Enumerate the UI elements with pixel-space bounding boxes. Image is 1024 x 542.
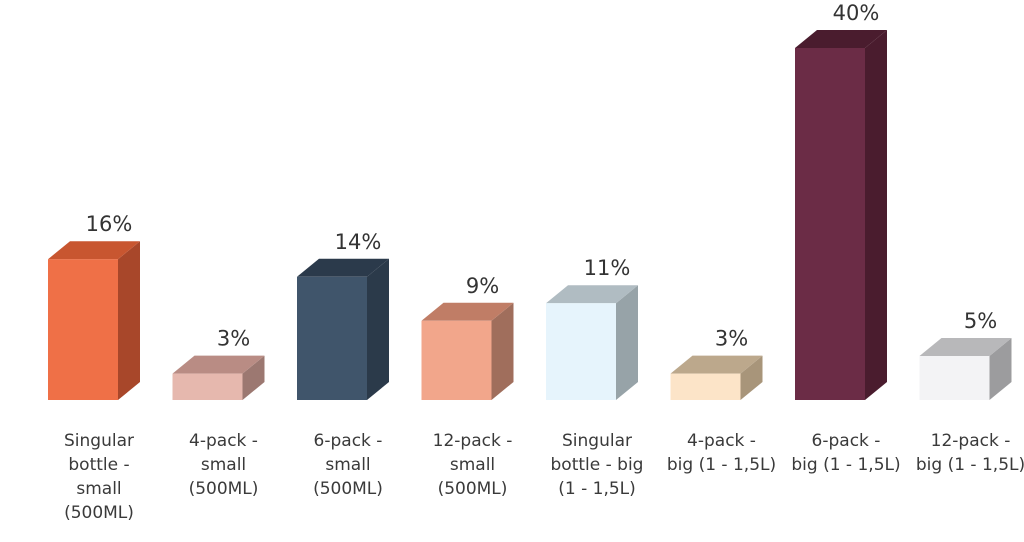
category-tick-label-line: (1 - 1,5L) — [558, 479, 636, 499]
category-tick-label: Singular bottle - big (1 - 1,5L) — [551, 431, 644, 499]
category-tick-label-line: (500ML) — [64, 503, 134, 523]
category-tick-label: 6-pack - small (500ML) — [313, 431, 383, 499]
bar — [48, 259, 118, 400]
bar-side-face — [989, 338, 1012, 400]
category-tick-label-line: small — [450, 455, 495, 475]
category-tick-label-line: bottle - big — [551, 455, 644, 475]
bar-side-face — [367, 258, 389, 400]
bar-side-face — [118, 241, 140, 400]
data-label: 5% — [964, 309, 997, 333]
bar-side-face — [616, 285, 638, 400]
bar — [172, 373, 243, 400]
category-tick-label-line: 6-pack - — [314, 431, 383, 451]
category-tick-label-line: Singular — [562, 431, 632, 451]
bar-side-face — [242, 355, 265, 400]
category-tick-label-line: small — [325, 455, 370, 475]
bar — [421, 320, 492, 400]
bar-side-face — [491, 302, 514, 400]
bar — [919, 356, 990, 400]
category-tick-label-line: small — [201, 455, 246, 475]
category-tick-label-line: (500ML) — [189, 479, 259, 499]
category-tick-label-line: (500ML) — [313, 479, 383, 499]
bar — [297, 276, 367, 400]
bar-group: 14% 6-pack - small (500ML) — [297, 230, 389, 499]
category-tick-label-line: big (1 - 1,5L) — [667, 455, 776, 475]
bar-group: 3% 4-pack - small (500ML) — [172, 327, 265, 499]
category-tick-label-line: 12-pack - — [433, 431, 513, 451]
category-tick-label-line: 4-pack - — [189, 431, 258, 451]
bar-top-face — [48, 241, 140, 260]
bar — [546, 303, 616, 400]
bar-top-face — [546, 285, 638, 304]
category-tick-label: Singular bottle - small (500ML) — [64, 431, 134, 523]
data-label: 16% — [86, 212, 133, 236]
bar-top-face — [421, 302, 514, 321]
category-tick-label-line: big (1 - 1,5L) — [916, 455, 1024, 475]
category-tick-label-line: bottle - — [68, 455, 129, 475]
category-tick-label: 12-pack - big (1 - 1,5L) — [916, 431, 1024, 475]
bar-top-face — [919, 338, 1012, 356]
category-tick-label-line: 12-pack - — [931, 431, 1011, 451]
bar-side-face — [740, 355, 763, 400]
bar — [795, 48, 865, 400]
data-label: 14% — [335, 230, 382, 254]
category-tick-label-line: (500ML) — [438, 479, 508, 499]
category-tick-label: 12-pack - small (500ML) — [433, 431, 513, 499]
bar-group: 40% 6-pack - big (1 - 1,5L) — [791, 1, 900, 475]
bar-group: 11% Singular bottle - big (1 - 1,5L) — [546, 256, 643, 499]
bar-group: 5% 12-pack - big (1 - 1,5L) — [916, 309, 1024, 475]
category-tick-label-line: Singular — [64, 431, 134, 451]
data-label: 11% — [584, 256, 631, 280]
category-tick-label: 4-pack - big (1 - 1,5L) — [667, 431, 776, 475]
data-label: 40% — [833, 1, 880, 25]
category-tick-label-line: 4-pack - — [687, 431, 756, 451]
bar-group: 3% 4-pack - big (1 - 1,5L) — [667, 327, 776, 475]
category-tick-label-line: 6-pack - — [812, 431, 881, 451]
category-tick-label-line: small — [76, 479, 121, 499]
bar-group: 16% Singular bottle - small (500ML) — [48, 212, 140, 523]
bar-side-face — [865, 30, 887, 400]
data-label: 3% — [715, 327, 748, 351]
bar-top-face — [795, 30, 887, 48]
bar-group: 9% 12-pack - small (500ML) — [421, 274, 514, 499]
bar-top-face — [670, 355, 763, 374]
category-tick-label: 6-pack - big (1 - 1,5L) — [791, 431, 900, 475]
bar-top-face — [297, 258, 389, 277]
bar — [670, 373, 741, 400]
category-tick-label-line: big (1 - 1,5L) — [791, 455, 900, 475]
data-label: 9% — [466, 274, 499, 298]
data-label: 3% — [217, 327, 250, 351]
category-tick-label: 4-pack - small (500ML) — [189, 431, 259, 499]
bar-top-face — [172, 355, 265, 374]
